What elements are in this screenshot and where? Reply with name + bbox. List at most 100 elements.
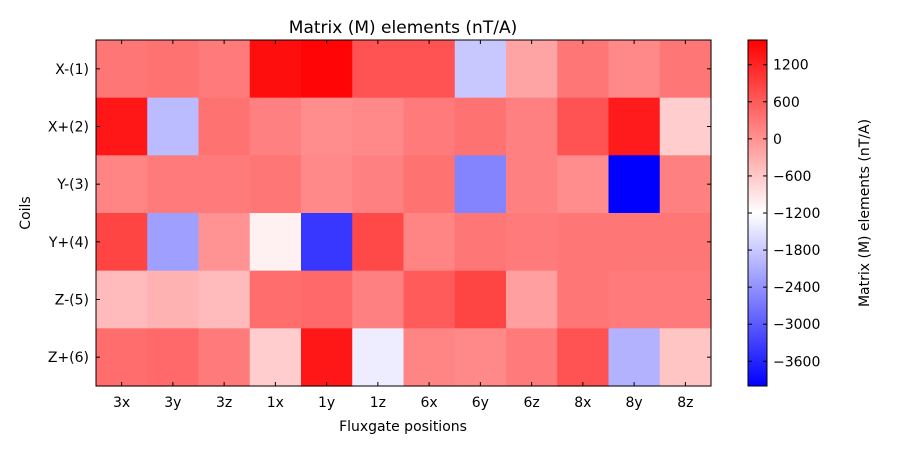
heatmap-cell bbox=[147, 155, 200, 214]
heatmap-cell bbox=[96, 40, 148, 99]
heatmap-cell bbox=[301, 213, 353, 272]
heatmap-cell bbox=[608, 328, 661, 387]
heatmap-cell bbox=[147, 328, 200, 387]
x-tick-label: 6y bbox=[472, 395, 489, 411]
x-tick-label: 1x bbox=[267, 395, 284, 411]
heatmap-cell bbox=[506, 97, 558, 156]
heatmap-cell bbox=[301, 40, 353, 99]
heatmap-cell bbox=[96, 270, 148, 329]
x-tick-label: 6x bbox=[421, 395, 438, 411]
colorbar-tick-label: 1200 bbox=[773, 58, 809, 74]
heatmap-cell bbox=[557, 328, 610, 387]
heatmap-cell bbox=[659, 40, 712, 99]
heatmap-cell bbox=[557, 97, 610, 156]
heatmap-cell bbox=[506, 328, 558, 387]
heatmap-cell bbox=[96, 97, 148, 156]
heatmap-cell bbox=[249, 97, 302, 156]
heatmap-cell bbox=[557, 213, 610, 272]
heatmap-cell bbox=[352, 270, 405, 329]
heatmap-cell bbox=[659, 155, 712, 214]
y-tick-label: X+(2) bbox=[48, 120, 89, 136]
x-tick-label: 3x bbox=[113, 395, 130, 411]
heatmap-cell bbox=[454, 97, 507, 156]
heatmap-cell bbox=[249, 40, 302, 99]
heatmap-cell bbox=[608, 97, 661, 156]
heatmap-cell bbox=[506, 270, 558, 329]
colorbar-tick-label: −1200 bbox=[773, 206, 820, 222]
heatmap-cell bbox=[352, 328, 405, 387]
heatmap-cell bbox=[301, 270, 353, 329]
colorbar-tick-label: −2400 bbox=[773, 280, 820, 296]
colorbar-tick-label: 600 bbox=[773, 95, 800, 111]
heatmap-cell bbox=[608, 213, 661, 272]
heatmap-cell bbox=[198, 40, 251, 99]
y-tick-label: Y+(4) bbox=[48, 235, 89, 251]
x-axis-label: Fluxgate positions bbox=[339, 419, 467, 435]
heatmap-cell bbox=[454, 213, 507, 272]
heatmap-cell bbox=[403, 97, 456, 156]
heatmap-cell bbox=[198, 155, 251, 214]
heatmap-cell bbox=[608, 40, 661, 99]
x-tick-label: 1z bbox=[370, 395, 386, 411]
heatmap-cell bbox=[557, 270, 610, 329]
plot-frame bbox=[95, 39, 712, 387]
heatmap-cell bbox=[403, 155, 456, 214]
heatmap-cell bbox=[96, 328, 148, 387]
heatmap-cells bbox=[96, 40, 712, 387]
heatmap-cell bbox=[506, 213, 558, 272]
heatmap-cell bbox=[147, 97, 200, 156]
heatmap-cell bbox=[403, 40, 456, 99]
heatmap-cell bbox=[352, 97, 405, 156]
heatmap-cell bbox=[147, 270, 200, 329]
heatmap-cell bbox=[506, 155, 558, 214]
colorbar-tick-label: 0 bbox=[773, 132, 782, 148]
y-tick-label: Z-(5) bbox=[55, 293, 89, 309]
x-tick-label: 6z bbox=[523, 395, 539, 411]
heatmap-cell bbox=[659, 97, 712, 156]
heatmap-cell bbox=[249, 328, 302, 387]
heatmap-cell bbox=[352, 155, 405, 214]
heatmap-cell bbox=[249, 270, 302, 329]
heatmap-cell bbox=[352, 40, 405, 99]
heatmap-cell bbox=[198, 97, 251, 156]
heatmap-cell bbox=[659, 270, 712, 329]
heatmap-cell bbox=[96, 213, 148, 272]
heatmap-cell bbox=[96, 155, 148, 214]
heatmap-cell bbox=[249, 155, 302, 214]
y-tick-label: X-(1) bbox=[55, 62, 89, 78]
heatmap-cell bbox=[659, 328, 712, 387]
x-tick-label: 8z bbox=[677, 395, 693, 411]
heatmap-cell bbox=[557, 40, 610, 99]
heatmap-cell bbox=[454, 270, 507, 329]
colorbar-ticks: 1200 600 0 −600 −1200 −1800 −2400 −3000 −3600 bbox=[748, 58, 820, 370]
colorbar-tick-label: −3000 bbox=[773, 317, 820, 333]
heatmap-cell bbox=[454, 155, 507, 214]
y-tick-label: Z+(6) bbox=[48, 350, 89, 366]
heatmap-cell bbox=[403, 213, 456, 272]
heatmap-cell bbox=[198, 270, 251, 329]
heatmap-cell bbox=[506, 40, 558, 99]
heatmap-cell bbox=[352, 213, 405, 272]
colorbar-tick-label: −3600 bbox=[773, 354, 820, 370]
x-tick-label: 8x bbox=[574, 395, 591, 411]
heatmap-cell bbox=[659, 213, 712, 272]
x-tick-label: 1y bbox=[318, 395, 335, 411]
heatmap-cell bbox=[403, 328, 456, 387]
chart-title: Matrix (M) elements (nT/A) bbox=[289, 18, 517, 38]
y-axis-ticks: X-(1) X+(2) Y-(3) Y+(4) Z-(5) Z+(6) bbox=[48, 62, 711, 366]
heatmap-cell bbox=[147, 40, 200, 99]
heatmap-cell bbox=[198, 328, 251, 387]
heatmap-cell bbox=[608, 155, 661, 214]
colorbar-tick-label: −1800 bbox=[773, 243, 820, 259]
colorbar-tick-label: −600 bbox=[773, 169, 811, 185]
heatmap-cell bbox=[301, 97, 353, 156]
colorbar-label: Matrix (M) elements (nT/A) bbox=[857, 119, 873, 307]
heatmap-cell bbox=[403, 270, 456, 329]
x-axis-ticks: 3x 3y 3z 1x 1y 1z 6x 6y 6z 8x 8y 8z bbox=[113, 40, 694, 411]
y-tick-label: Y-(3) bbox=[56, 177, 89, 193]
heatmap-cell bbox=[147, 213, 200, 272]
heatmap-cell bbox=[198, 213, 251, 272]
heatmap-cell bbox=[557, 155, 610, 214]
heatmap-cell bbox=[249, 213, 302, 272]
